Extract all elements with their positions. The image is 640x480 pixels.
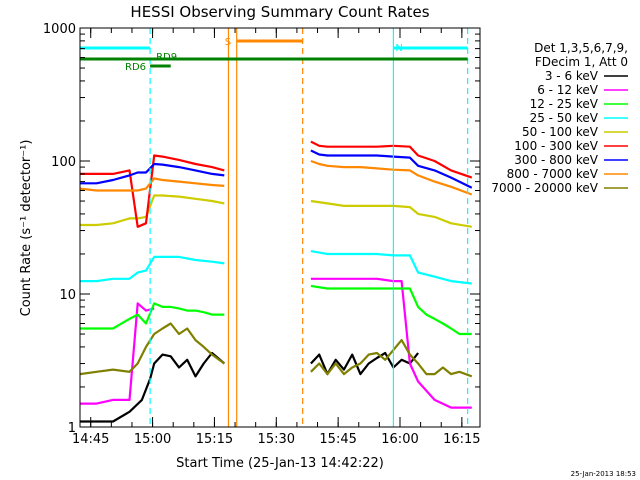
x-tick-label: 16:00 bbox=[381, 432, 418, 447]
flags-layer: N S RD6 RD9 bbox=[80, 28, 469, 427]
legend-label: 6 - 12 keV bbox=[537, 83, 599, 97]
y-tick-label: 1 bbox=[68, 421, 76, 436]
x-tick-label: 16:15 bbox=[443, 432, 480, 447]
series-line bbox=[80, 255, 225, 283]
x-tick-label: 14:45 bbox=[72, 432, 109, 447]
y-axis-label: Count Rate (s⁻¹ detector⁻¹) bbox=[19, 140, 34, 317]
legend-label: 50 - 100 keV bbox=[522, 125, 599, 139]
series-line bbox=[310, 159, 473, 196]
legend-label: 12 - 25 keV bbox=[530, 97, 599, 111]
plot-frame bbox=[79, 27, 481, 428]
legend-label: 800 - 7000 keV bbox=[507, 167, 599, 181]
y-tick-label: 1000 bbox=[43, 22, 76, 37]
series-line bbox=[310, 277, 472, 409]
series-line bbox=[310, 149, 473, 189]
legend-label: 7000 - 20000 keV bbox=[491, 181, 598, 195]
series-line bbox=[80, 194, 225, 227]
legend-label: 3 - 6 keV bbox=[545, 69, 599, 83]
legend: Det 1,3,5,6,7,9, FDecim 1, Att 0 3 - 6 k… bbox=[491, 41, 628, 195]
chart-title: HESSI Observing Summary Count Rates bbox=[130, 3, 429, 21]
series-line bbox=[79, 322, 225, 376]
legend-header-1: Det 1,3,5,6,7,9, bbox=[534, 41, 628, 55]
series-line bbox=[80, 351, 226, 423]
y-tick-label: 100 bbox=[51, 155, 76, 170]
series-line bbox=[310, 199, 472, 228]
series-line bbox=[310, 284, 472, 336]
y-tick-label: 10 bbox=[59, 288, 76, 303]
series-line bbox=[80, 302, 225, 330]
x-tick-label: 15:00 bbox=[134, 432, 171, 447]
legend-header-2: FDecim 1, Att 0 bbox=[535, 55, 628, 69]
series-line bbox=[310, 140, 473, 179]
series-line bbox=[310, 339, 473, 378]
flag-label: RD6 bbox=[125, 62, 146, 73]
series-line bbox=[79, 177, 225, 192]
footer-timestamp: 25-Jan-2013 18:53 bbox=[571, 470, 636, 478]
x-tick-label: 15:45 bbox=[319, 432, 356, 447]
x-axis-ticks: 14:45 15:00 15:15 15:30 15:45 16:00 16:15 bbox=[72, 28, 481, 447]
x-tick-label: 15:15 bbox=[196, 432, 233, 447]
flag-label: S bbox=[225, 37, 231, 48]
legend-label: 300 - 800 keV bbox=[514, 153, 598, 167]
series-line bbox=[80, 302, 155, 405]
legend-label: 25 - 50 keV bbox=[530, 111, 599, 125]
flag-label: N bbox=[395, 43, 402, 54]
x-axis-label: Start Time (25-Jan-13 14:42:22) bbox=[176, 456, 384, 471]
series-layer bbox=[79, 140, 473, 423]
flag-label: RD9 bbox=[156, 52, 177, 63]
series-line bbox=[310, 351, 419, 376]
legend-label: 100 - 300 keV bbox=[514, 139, 598, 153]
x-tick-label: 15:30 bbox=[258, 432, 295, 447]
y-axis-ticks: 1 10 100 1000 bbox=[43, 22, 480, 436]
